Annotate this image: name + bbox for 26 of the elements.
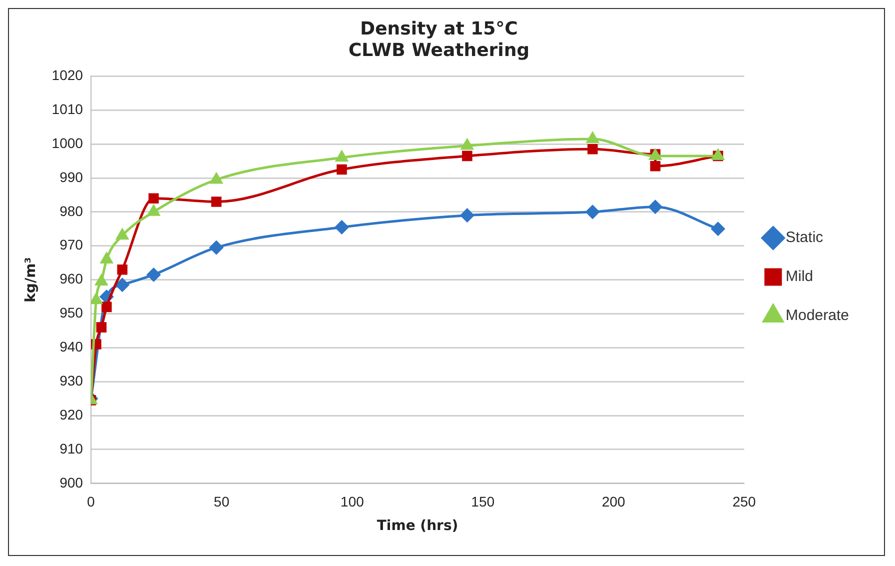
legend-label: Static: [786, 229, 824, 246]
y-tick-label: 1000: [52, 134, 84, 151]
y-tick-label: 920: [60, 406, 84, 422]
y-tick-label: 930: [60, 372, 84, 388]
x-tick-label: 0: [87, 494, 96, 510]
x-tick-label: 200: [602, 494, 626, 510]
y-tick-label: 940: [60, 338, 84, 355]
y-tick-label: 960: [60, 270, 84, 287]
legend-label: Moderate: [786, 307, 850, 324]
y-tick-label: 1010: [52, 100, 84, 117]
x-axis-title: Time (hrs): [376, 518, 458, 534]
chart-subtitle: CLWB Weathering: [348, 40, 530, 62]
legend-label: Mild: [786, 268, 814, 286]
y-tick-label: 970: [60, 236, 84, 253]
y-tick-label: 980: [60, 202, 84, 219]
y-tick-label: 1020: [52, 67, 84, 84]
y-tick-label: 900: [60, 474, 84, 490]
x-tick-label: 150: [471, 494, 495, 510]
x-tick-label: 50: [214, 494, 230, 510]
y-tick-label: 990: [60, 168, 84, 185]
chart-title: Density at 15°C: [360, 18, 518, 40]
x-tick-label: 100: [340, 494, 364, 510]
y-axis-title: kg/m³: [23, 257, 40, 302]
x-tick-label: 250: [732, 494, 756, 510]
y-tick-label: 950: [60, 304, 84, 321]
y-tick-label: 910: [60, 440, 84, 456]
